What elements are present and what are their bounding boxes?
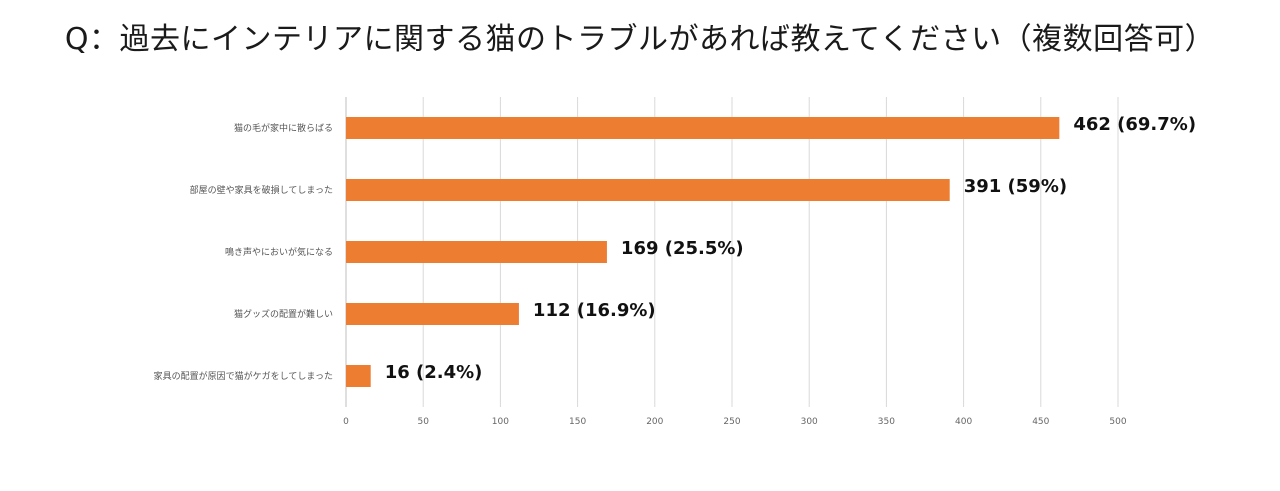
x-tick-label: 50 [417, 417, 429, 427]
category-label: 部屋の壁や家具を破損してしまった [190, 184, 333, 196]
category-label: 鳴き声やにおいが気になる [225, 246, 333, 258]
category-label: 家具の配置が原因で猫がケガをしてしまった [154, 370, 333, 382]
data-label: 462 (69.7%) [1073, 114, 1196, 135]
category-label: 猫の毛が家中に散らばる [234, 122, 333, 134]
data-label: 16 (2.4%) [385, 362, 483, 383]
data-label: 169 (25.5%) [621, 238, 744, 259]
x-tick-label: 100 [492, 417, 509, 427]
x-tick-label: 0 [343, 417, 349, 427]
bar [346, 365, 371, 387]
x-tick-label: 400 [955, 417, 972, 427]
bar [346, 117, 1060, 139]
bar [346, 241, 607, 263]
x-tick-label: 450 [1032, 417, 1049, 427]
x-tick-label: 300 [801, 417, 818, 427]
category-label: 猫グッズの配置が難しい [234, 308, 333, 320]
bar [346, 179, 950, 201]
x-tick-label: 200 [646, 417, 663, 427]
data-label: 391 (59%) [964, 176, 1067, 197]
bar [346, 303, 519, 325]
x-tick-label: 500 [1109, 417, 1126, 427]
x-tick-label: 150 [569, 417, 586, 427]
chart-title: Q：過去にインテリアに関する猫のトラブルがあれば教えてください（複数回答可） [64, 22, 1216, 57]
x-tick-label: 250 [723, 417, 740, 427]
x-tick-label: 350 [878, 417, 895, 427]
data-label: 112 (16.9%) [533, 300, 656, 321]
